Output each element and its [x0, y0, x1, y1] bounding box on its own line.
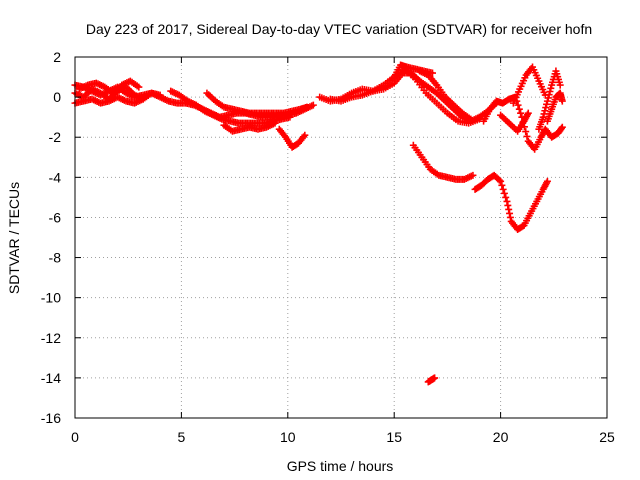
series-track-t	[424, 374, 439, 386]
data-points	[71, 61, 566, 386]
data-point	[156, 91, 164, 99]
series-track-s	[543, 89, 566, 125]
x-tick-label: 20	[493, 429, 509, 445]
data-point	[469, 171, 477, 179]
data-point	[540, 110, 548, 118]
data-point	[303, 103, 311, 111]
data-point	[546, 87, 554, 95]
series-track-r	[535, 67, 564, 133]
data-point	[506, 213, 514, 221]
series-track-m	[409, 141, 477, 183]
data-point	[539, 113, 547, 121]
series-track-c	[71, 93, 147, 107]
y-tick-label: -6	[49, 209, 62, 225]
data-point	[517, 109, 525, 117]
x-tick-label: 0	[71, 429, 79, 445]
data-point	[499, 185, 507, 193]
series-track-k	[390, 65, 483, 127]
data-point	[495, 176, 503, 184]
y-tick-label: -10	[41, 290, 61, 306]
data-point	[514, 101, 522, 109]
y-tick-label: -2	[49, 129, 62, 145]
series-track-h	[275, 125, 309, 151]
y-tick-label: -4	[49, 169, 62, 185]
chart-title: Day 223 of 2017, Sidereal Day-to-day VTE…	[86, 21, 592, 37]
data-point	[467, 115, 475, 123]
y-tick-label: 0	[53, 89, 61, 105]
x-tick-label: 10	[280, 429, 296, 445]
data-point	[502, 193, 510, 201]
data-point	[543, 97, 551, 105]
data-point	[524, 109, 532, 117]
data-point	[429, 69, 437, 77]
data-point	[431, 374, 439, 382]
plot-frame	[74, 56, 608, 419]
data-point	[498, 181, 506, 189]
series-track-n	[471, 171, 551, 233]
data-point	[503, 197, 511, 205]
data-point	[523, 132, 531, 140]
y-tick-label: 2	[53, 49, 61, 65]
data-point	[522, 128, 530, 136]
series-track-d	[75, 77, 143, 97]
data-point	[504, 201, 512, 209]
data-point	[558, 123, 566, 131]
data-point	[545, 91, 553, 99]
x-tick-label: 5	[178, 429, 186, 445]
series-track-p	[497, 109, 532, 135]
data-point	[497, 177, 505, 185]
series-track-g	[203, 89, 311, 117]
y-tick-label: -16	[41, 410, 61, 426]
series-track-q	[509, 63, 549, 107]
y-axis-label: SDTVAR / TECUs	[6, 182, 22, 294]
data-point	[547, 84, 555, 92]
data-point	[556, 81, 564, 89]
data-point	[544, 94, 552, 102]
data-point	[557, 124, 565, 132]
series-track-f	[220, 119, 279, 135]
data-point	[515, 105, 523, 113]
data-point	[135, 83, 143, 91]
data-point	[506, 209, 514, 217]
data-point	[558, 97, 566, 105]
data-point	[309, 101, 317, 109]
y-tick-label: -8	[49, 250, 62, 266]
data-point	[301, 131, 309, 139]
data-point	[271, 119, 279, 127]
series-track-l	[416, 67, 475, 123]
data-point	[543, 100, 551, 108]
y-tick-label: -12	[41, 330, 61, 346]
data-point	[543, 177, 551, 185]
x-tick-label: 15	[386, 429, 402, 445]
data-point	[505, 205, 513, 213]
data-point	[541, 107, 549, 115]
x-tick-label: 25	[599, 429, 615, 445]
data-point	[500, 189, 508, 197]
x-axis-label: GPS time / hours	[287, 458, 394, 474]
data-point	[542, 104, 550, 112]
y-tick-label: -14	[41, 370, 61, 386]
data-point	[139, 95, 147, 103]
